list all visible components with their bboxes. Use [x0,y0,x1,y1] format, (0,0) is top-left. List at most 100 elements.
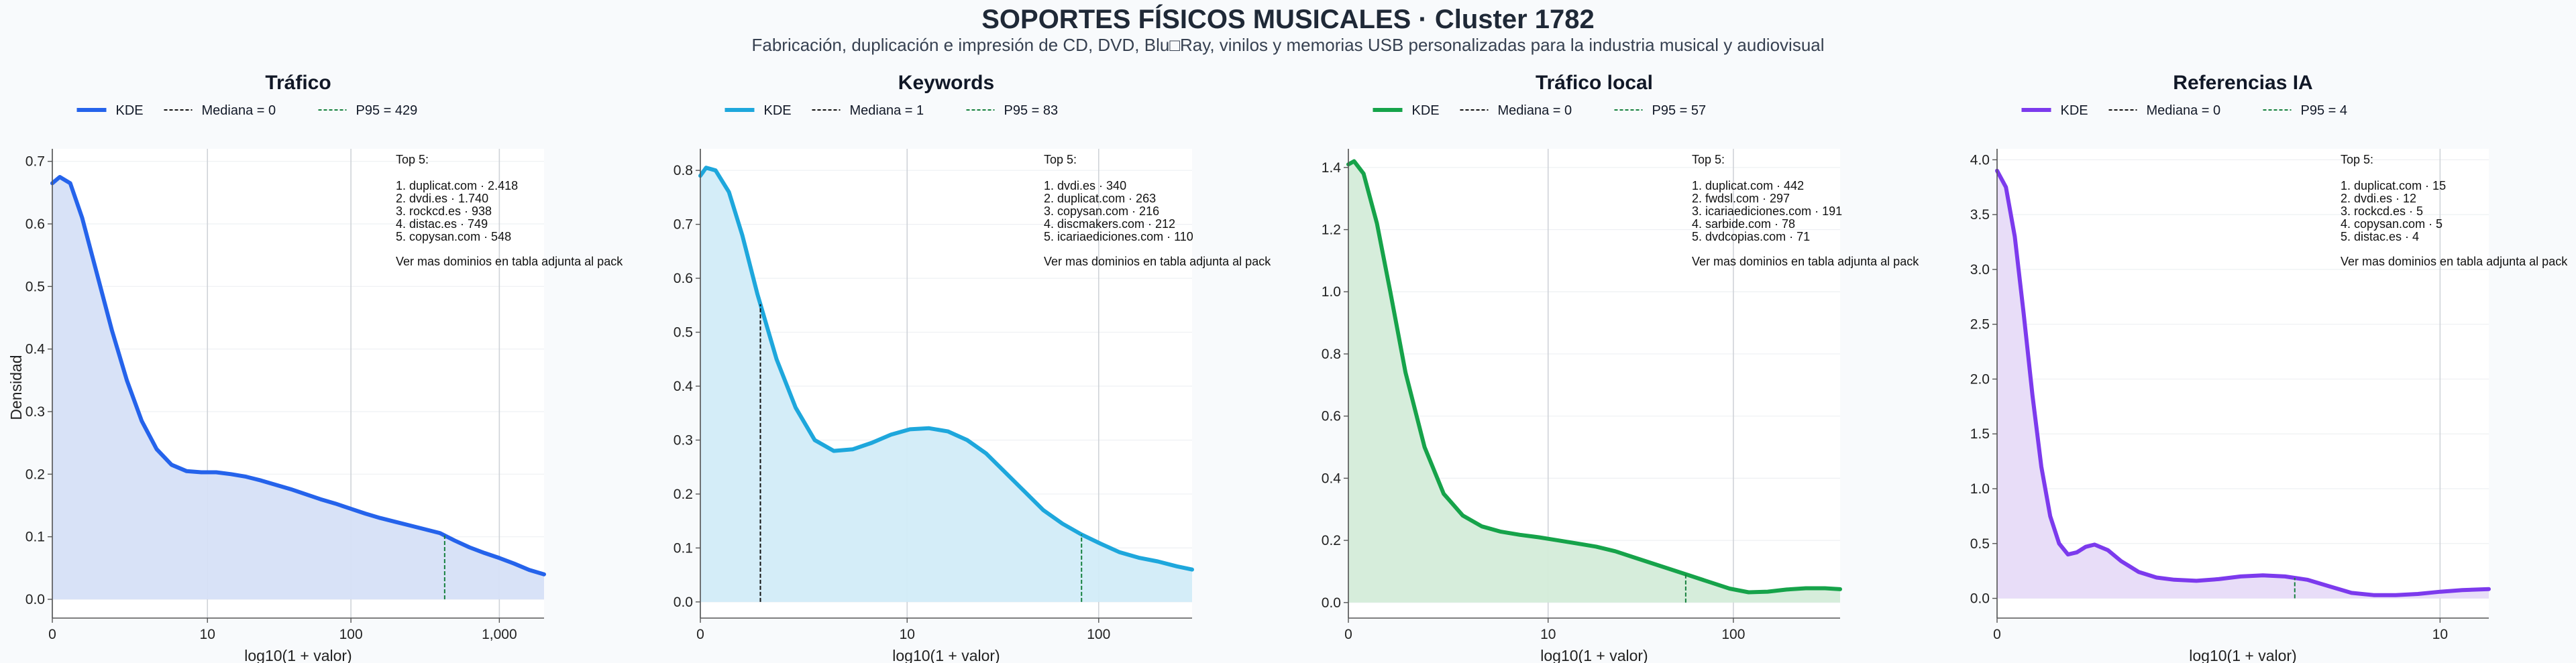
y-tick-label: 0.7 [674,217,693,233]
legend-kde-label: KDE [116,103,144,118]
x-tick-label: 1,000 [482,627,517,642]
y-tick-label: 1.5 [1970,426,1990,442]
x-tick-label: 10 [200,627,215,642]
panel-1: Tráfico KDE Mediana = 0 P95 = 429 0.0 0.1 0.2 0… [7,72,623,663]
legend: KDE Mediana = 1 P95 = 83 [724,103,1059,118]
y-tick-label: 0.0 [674,595,693,610]
panel-title: Tráfico local [1536,72,1653,94]
top5-heading: Top 5: [1692,153,1725,166]
y-tick-label: 0.1 [674,540,693,556]
panel-title: Keywords [898,72,994,94]
legend-median-label: Mediana = 0 [1498,103,1572,118]
x-tick-label: 100 [1087,627,1110,642]
y-tick-label: 1.2 [1322,223,1341,238]
y-tick-label: 0.0 [1970,591,1990,607]
x-tick-label: 100 [1721,627,1745,642]
legend: KDE Mediana = 0 P95 = 57 [1373,103,1707,118]
y-axis-label: Densidad [7,355,25,420]
y-tick-label: 0.6 [674,271,693,286]
top5-item: 2. dvdi.es · 1.740 [396,192,488,205]
y-tick-label: 0.0 [1322,595,1341,611]
y-tick-label: 0.8 [1322,347,1341,362]
legend-kde-label: KDE [1412,103,1440,118]
top5-item: 1. duplicat.com · 15 [2341,179,2446,192]
top5-annotation: Top 5: 1. duplicat.com · 152. dvdi.es · 1… [2341,153,2568,268]
y-tick-label: 4.0 [1970,152,1990,168]
legend-p95-label: P95 = 429 [356,103,418,118]
top5-item: 4. distac.es · 749 [396,217,488,231]
x-tick-label: 10 [2432,627,2448,642]
top5-item: 3. icariaediciones.com · 191 [1692,204,1842,218]
y-tick-label: 1.0 [1322,284,1341,300]
plot-area [1997,149,2489,618]
panel-title: Tráfico [265,72,331,94]
x-tick-label: 0 [1344,627,1352,642]
legend: KDE Mediana = 0 P95 = 4 [2021,103,2348,118]
top5-item: 2. dvdi.es · 12 [2341,192,2416,205]
y-tick-label: 0.3 [25,404,45,420]
y-tick-label: 0.5 [674,325,693,341]
kde-line [1995,168,2491,597]
kde-line [50,175,546,577]
kde-line [1346,159,1842,595]
top5-note: Ver mas dominios en tabla adjunta al pac… [1044,255,1271,268]
x-axis-label: log10(1 + valor) [244,647,352,663]
y-tick-label: 3.0 [1970,262,1990,278]
top5-item: 2. duplicat.com · 263 [1044,192,1156,205]
top5-item: 2. fwdsl.com · 297 [1692,192,1790,205]
top5-heading: Top 5: [1044,153,1077,166]
x-axis-label: log10(1 + valor) [892,647,1000,663]
y-tick-label: 0.2 [1322,533,1341,548]
y-tick-label: 0.4 [25,342,46,357]
top5-item: 4. copysan.com · 5 [2341,217,2443,231]
x-axis-label: log10(1 + valor) [2189,647,2296,663]
top5-item: 1. dvdi.es · 340 [1044,179,1126,192]
y-tick-label: 0.1 [25,530,45,545]
legend-p95-label: P95 = 83 [1004,103,1059,118]
top5-item: 1. duplicat.com · 442 [1692,179,1804,192]
x-tick-label: 0 [48,627,56,642]
legend: KDE Mediana = 0 P95 = 429 [76,103,418,118]
legend-p95-label: P95 = 4 [2301,103,2348,118]
kde-line [698,166,1194,572]
legend-median-label: Mediana = 1 [850,103,924,118]
x-tick-label: 10 [1540,627,1556,642]
legend-p95-label: P95 = 57 [1652,103,1707,118]
panel-2: Keywords KDE Mediana = 1 P95 = 83 0.0 0.1 0.2 0… [674,72,1271,663]
y-tick-label: 2.0 [1970,371,1990,387]
top5-item: 3. rockcd.es · 5 [2341,204,2423,218]
panel-title: Referencias IA [2173,72,2312,94]
kde-area [1348,161,1840,603]
y-tick-label: 0.6 [25,217,45,232]
legend-median-label: Mediana = 0 [2147,103,2221,118]
x-tick-label: 100 [339,627,363,642]
y-tick-label: 3.5 [1970,207,1990,223]
x-axis-label: log10(1 + valor) [1540,647,1648,663]
legend-kde-label: KDE [764,103,792,118]
top5-item: 5. dvdcopias.com · 71 [1692,230,1810,243]
panels: Tráfico KDE Mediana = 0 P95 = 429 0.0 0.1 0.2 0… [7,72,2568,663]
legend-median-label: Mediana = 0 [202,103,276,118]
top5-note: Ver mas dominios en tabla adjunta al pac… [1692,255,1919,268]
top5-item: 1. duplicat.com · 2.418 [396,179,518,192]
top5-item: 4. discmakers.com · 212 [1044,217,1175,231]
y-tick-label: 0.0 [25,592,45,607]
y-tick-label: 0.7 [25,154,45,170]
legend-kde-label: KDE [2061,103,2088,118]
top5-heading: Top 5: [396,153,429,166]
top5-note: Ver mas dominios en tabla adjunta al pac… [2341,255,2568,268]
y-tick-label: 2.5 [1970,317,1990,333]
y-tick-label: 0.6 [1322,409,1341,424]
y-tick-label: 0.2 [674,487,693,502]
y-tick-label: 1.0 [1970,481,1990,497]
kde-area [52,177,544,599]
y-tick-label: 0.4 [1322,471,1342,486]
top5-item: 5. distac.es · 4 [2341,230,2419,243]
kde-area [700,168,1192,602]
top5-item: 5. icariaediciones.com · 110 [1044,230,1193,243]
y-tick-label: 0.8 [674,163,693,178]
x-tick-label: 10 [900,627,915,642]
